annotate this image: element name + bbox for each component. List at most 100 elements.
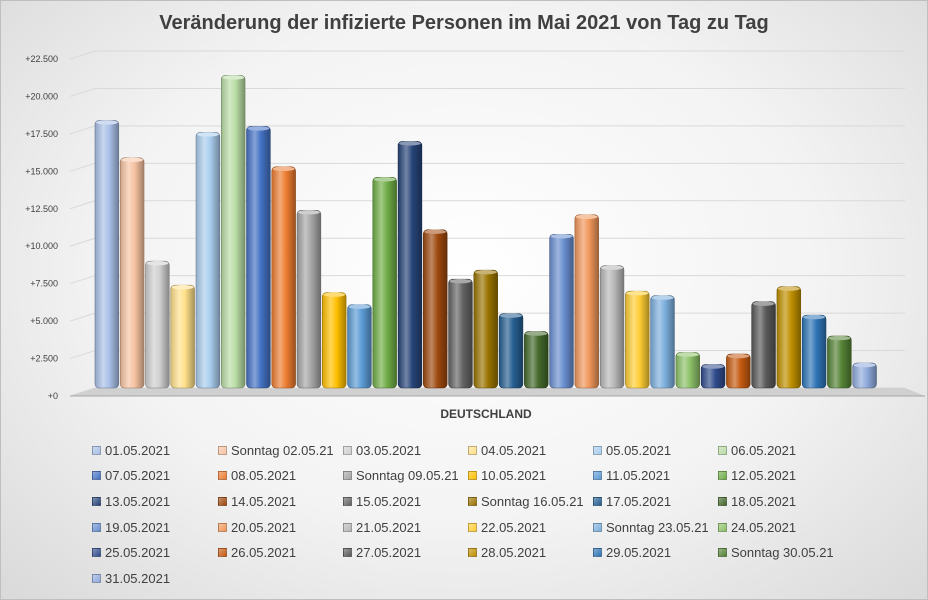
legend-label: 31.05.2021 <box>105 571 171 586</box>
gridline-diag <box>69 200 96 210</box>
legend-swatch <box>92 445 101 455</box>
legend-item: Sonntag 02.05.21 <box>218 442 334 458</box>
legend-label: 11.05.2021 <box>606 468 671 484</box>
bar-body <box>524 331 549 389</box>
y-tick-label: +15.000 <box>25 166 58 176</box>
y-tick-label: +5.000 <box>30 316 58 326</box>
legend-item: 21.05.2021 <box>343 519 421 535</box>
bar-body <box>296 209 322 389</box>
gridline-diag <box>69 312 96 322</box>
legend-swatch <box>218 522 227 532</box>
bar-top <box>96 120 118 125</box>
legend-item: 05.05.2021 <box>593 442 671 458</box>
bar-10-05-2021 <box>322 292 347 389</box>
legend-swatch <box>343 471 352 481</box>
bar-body <box>195 132 221 389</box>
bar-03-05-2021 <box>145 260 170 389</box>
legend-item: Sonntag 16.05.21 <box>468 493 584 509</box>
bar-body <box>751 301 776 389</box>
legend-swatch <box>92 548 101 558</box>
gridline-diag <box>69 350 96 360</box>
y-tick-label: +2.500 <box>30 354 58 364</box>
bar-top <box>626 290 649 296</box>
bar-body <box>94 120 120 389</box>
bar-top <box>803 314 825 320</box>
bar-body <box>827 335 852 389</box>
legend-label: 17.05.2021 <box>606 493 672 509</box>
legend-item: 04.05.2021 <box>468 442 546 458</box>
bar-Sonntag-30-05-21 <box>827 335 852 389</box>
legend-item: 13.05.2021 <box>92 493 170 509</box>
legend-swatch <box>468 471 477 481</box>
bar-20-05-2021 <box>574 214 599 389</box>
legend-swatch <box>718 496 727 506</box>
bar-top <box>298 210 320 215</box>
legend-label: 26.05.2021 <box>231 545 297 561</box>
bar-top <box>171 284 194 290</box>
bar-top <box>525 331 548 336</box>
legend-item: 10.05.2021 <box>468 468 546 484</box>
legend-label: 15.05.2021 <box>356 493 422 509</box>
legend-swatch <box>468 522 477 532</box>
bar-body <box>423 229 448 389</box>
bar-top <box>272 166 295 172</box>
bar-Sonntag-02-05-21 <box>119 157 145 389</box>
bar-top <box>853 362 876 368</box>
legend-item: 08.05.2021 <box>218 468 296 484</box>
legend-label: 14.05.2021 <box>231 493 297 509</box>
legend-item: 07.05.2021 <box>92 468 170 484</box>
legend-label: 03.05.2021 <box>356 442 422 458</box>
legend-swatch <box>593 548 602 558</box>
bar-top <box>777 286 800 291</box>
legend-label: Sonntag 30.05.21 <box>731 545 834 561</box>
legend-swatch <box>593 445 602 455</box>
legend-label: Sonntag 23.05.21 <box>606 519 709 535</box>
gridline-diag <box>69 125 96 135</box>
legend-item: 18.05.2021 <box>718 493 796 509</box>
bar-body <box>170 284 195 389</box>
gridline-diag <box>69 275 96 285</box>
bar-top <box>727 353 750 359</box>
bar-top <box>121 157 144 163</box>
bar-top <box>828 335 851 341</box>
bar-body <box>372 177 397 389</box>
gridline-diag <box>69 162 96 172</box>
bar-top <box>348 304 371 309</box>
bar-body <box>347 304 372 389</box>
bar-25-05-2021 <box>700 364 726 389</box>
bar-08-05-2021 <box>271 166 296 389</box>
bar-Sonntag-09-05-21 <box>296 209 322 389</box>
bar-Sonntag-16-05-21 <box>473 269 498 389</box>
bar-26-05-2021 <box>726 353 751 389</box>
gridline-diag <box>69 50 96 60</box>
legend-item: 14.05.2021 <box>218 493 296 509</box>
bar-top <box>575 214 598 219</box>
bar-01-05-2021 <box>94 120 120 389</box>
bar-body <box>473 269 498 389</box>
bar-body <box>675 352 700 389</box>
legend-swatch <box>718 522 727 532</box>
bar-top <box>424 229 447 234</box>
bar-top <box>474 269 497 275</box>
bar-top <box>247 126 270 131</box>
legend-item: Sonntag 23.05.21 <box>593 519 709 535</box>
bar-top <box>601 265 623 270</box>
bar-22-05-2021 <box>625 290 650 389</box>
bar-top <box>702 364 724 369</box>
legend-label: 27.05.2021 <box>356 545 422 561</box>
gridline-diag <box>69 87 96 97</box>
bar-body <box>246 126 271 389</box>
legend-label: Sonntag 02.05.21 <box>231 442 334 458</box>
legend-label: 24.05.2021 <box>731 519 797 535</box>
bar-body <box>650 295 675 389</box>
legend-label: 05.05.2021 <box>606 442 672 458</box>
legend-swatch <box>718 548 727 558</box>
bar-top <box>449 278 472 284</box>
legend-label: 08.05.2021 <box>231 468 297 484</box>
legend-label: 01.05.2021 <box>105 442 171 458</box>
legend-item: 26.05.2021 <box>218 545 296 561</box>
legend-swatch <box>343 445 352 455</box>
bar-04-05-2021 <box>170 284 195 389</box>
legend-label: 18.05.2021 <box>731 493 797 509</box>
